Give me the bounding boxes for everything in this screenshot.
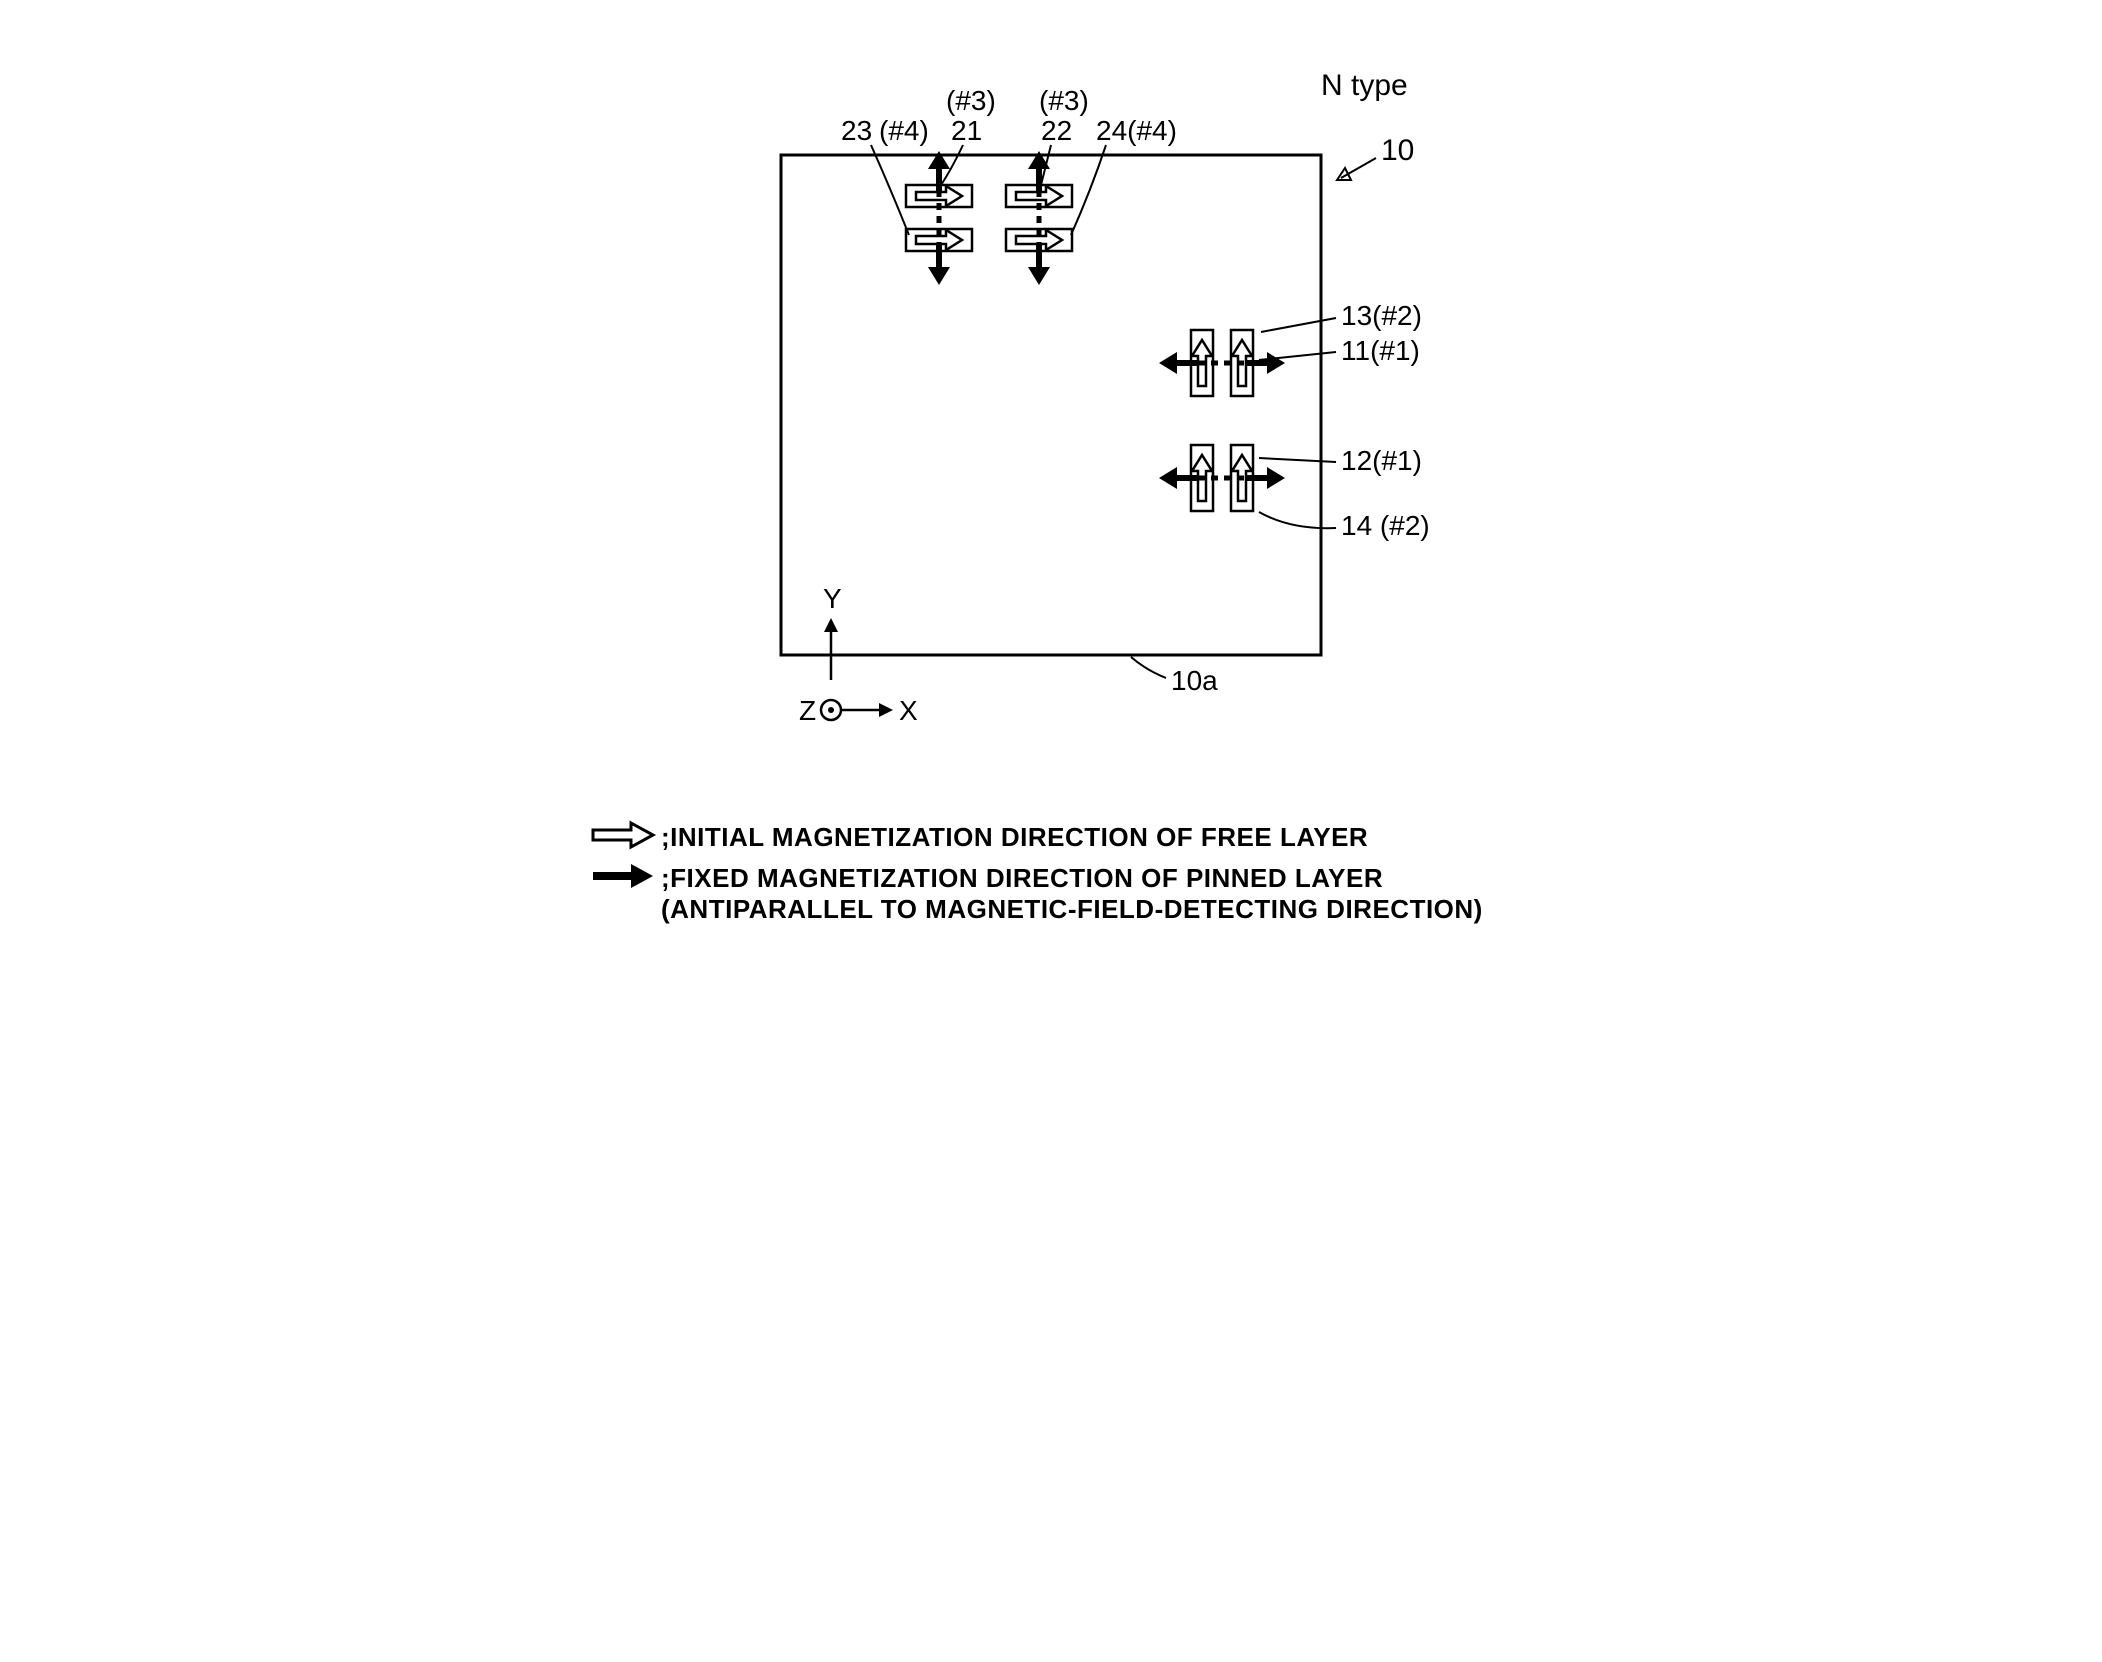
label-11: 11(#1) [1341,335,1420,366]
diagram-figure: N type 10 23 (#4) (#3) 21 (#3) 22 24(#4)… [551,40,1551,925]
legend-pinned-text: ;FIXED MAGNETIZATION DIRECTION OF PINNED… [661,861,1483,925]
legend: ;INITIAL MAGNETIZATION DIRECTION OF FREE… [591,820,1551,925]
legend-pinned-line1: ;FIXED MAGNETIZATION DIRECTION OF PINNED… [661,863,1483,894]
label-21: 21 [951,115,982,146]
sensor-group-11-13 [1159,330,1285,396]
legend-pinned-line2: (ANTIPARALLEL TO MAGNETIC-FIELD-DETECTIN… [661,894,1483,925]
label-13: 13(#2) [1341,300,1422,331]
type-label: N type [1321,69,1408,102]
axis-y: Y [823,583,842,614]
axis-z: Z [799,695,816,726]
label-14: 14 (#2) [1341,510,1430,541]
label-10a: 10a [1171,665,1218,696]
diagram-svg: N type 10 23 (#4) (#3) 21 (#3) 22 24(#4)… [551,40,1551,760]
label-22-prefix: (#3) [1039,85,1089,116]
sensor-group-12-14 [1159,445,1285,511]
label-22: 22 [1041,115,1072,146]
open-arrow-icon [591,820,661,850]
label-23-suffix: (#4) [879,115,929,146]
axis-x: X [899,695,918,726]
sensor-group-21 [906,151,972,285]
leader-14 [1259,512,1336,528]
leader-13 [1261,318,1336,332]
leader-10 [1341,158,1376,178]
filled-arrow-icon [591,861,661,891]
leader-23 [871,145,909,235]
label-23: 23 [841,115,872,146]
label-10: 10 [1381,134,1414,167]
legend-free-text: ;INITIAL MAGNETIZATION DIRECTION OF FREE… [661,820,1368,853]
label-21-prefix: (#3) [946,85,996,116]
legend-row-pinned: ;FIXED MAGNETIZATION DIRECTION OF PINNED… [591,861,1551,925]
label-24: 24(#4) [1096,115,1177,146]
leader-24 [1071,145,1106,235]
sensor-group-22 [1006,151,1072,285]
leader-12 [1259,458,1336,462]
label-12: 12(#1) [1341,445,1422,476]
legend-row-free: ;INITIAL MAGNETIZATION DIRECTION OF FREE… [591,820,1551,853]
leader-10-arrow [1337,168,1351,180]
leader-10a [1131,657,1166,678]
